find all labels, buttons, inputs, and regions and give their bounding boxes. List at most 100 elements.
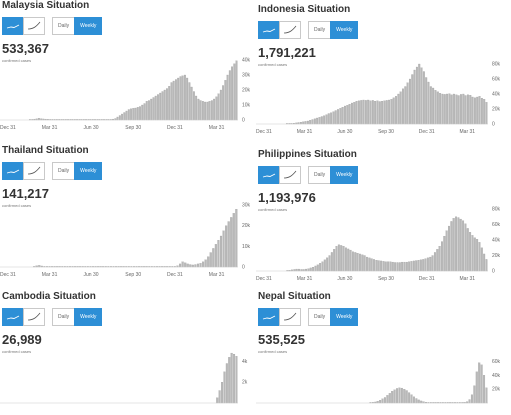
chart-bar[interactable] [383, 100, 386, 125]
chart-bar[interactable] [386, 395, 389, 404]
chart-bar[interactable] [450, 94, 453, 125]
chart-bar[interactable] [154, 95, 157, 121]
chart-bar[interactable] [304, 121, 307, 125]
chart-bar[interactable] [387, 261, 390, 272]
chart-bar[interactable] [377, 260, 380, 272]
chart-bar[interactable] [388, 393, 391, 404]
chart-bar[interactable] [371, 100, 374, 125]
weekly-button[interactable]: Weekly [74, 17, 103, 35]
chart-bar[interactable] [368, 257, 371, 272]
chart-bar[interactable] [455, 216, 458, 272]
chart-bar[interactable] [206, 101, 209, 121]
chart-bar[interactable] [392, 97, 395, 125]
daily-button[interactable]: Daily [52, 162, 76, 180]
chart-bar[interactable] [302, 121, 305, 125]
chart-bar[interactable] [373, 259, 375, 272]
chart-bar[interactable] [464, 95, 467, 125]
chart-bar[interactable] [210, 100, 213, 121]
chart-bar[interactable] [213, 98, 216, 121]
chart-bar[interactable] [337, 244, 340, 272]
chart-bar[interactable] [143, 103, 146, 121]
chart-bar[interactable] [450, 221, 453, 272]
chart-bar[interactable] [478, 242, 481, 272]
chart-bar[interactable] [408, 78, 411, 125]
chart-bar[interactable] [327, 113, 330, 125]
chart-bar[interactable] [471, 96, 474, 125]
chart-bar[interactable] [181, 261, 184, 268]
chart-bar[interactable] [235, 60, 238, 121]
chart-bar[interactable] [361, 254, 364, 272]
chart-bar[interactable] [457, 95, 460, 125]
chart-bar[interactable] [233, 353, 236, 404]
chart-bar[interactable] [186, 263, 189, 268]
chart-bar[interactable] [434, 90, 437, 125]
chart-bar[interactable] [412, 260, 415, 272]
chart-bar[interactable] [469, 95, 472, 125]
chart-bar[interactable] [337, 109, 339, 125]
chart-bar[interactable] [136, 107, 139, 121]
chart-bar[interactable] [403, 389, 406, 404]
chart-bar[interactable] [398, 387, 401, 404]
chart-bar[interactable] [148, 100, 150, 121]
chart-bar[interactable] [215, 96, 218, 121]
chart-bar[interactable] [485, 387, 488, 404]
chart-bar[interactable] [395, 96, 397, 125]
chart-bar[interactable] [125, 110, 128, 121]
chart-bar[interactable] [199, 263, 202, 268]
chart-bar[interactable] [360, 100, 363, 125]
chart-bar[interactable] [307, 268, 310, 272]
chart-bar[interactable] [204, 259, 207, 268]
chart-bar[interactable] [116, 116, 119, 121]
chart-bar[interactable] [230, 352, 233, 404]
chart-bar[interactable] [188, 82, 191, 121]
chart-bar[interactable] [403, 261, 406, 272]
weekly-button[interactable]: Weekly [74, 162, 103, 180]
linear-scale-button[interactable] [258, 166, 280, 184]
chart-bar[interactable] [227, 221, 230, 268]
chart-bar[interactable] [313, 118, 316, 125]
chart-bar[interactable] [118, 115, 121, 121]
chart-bar[interactable] [179, 76, 182, 121]
chart-bar[interactable] [226, 74, 229, 121]
chart-bar[interactable] [417, 260, 420, 272]
chart-bar[interactable] [330, 112, 333, 125]
chart-bar[interactable] [235, 356, 238, 404]
chart-bar[interactable] [400, 387, 403, 404]
chart-bar[interactable] [216, 397, 219, 404]
chart-bar[interactable] [314, 265, 317, 272]
chart-bar[interactable] [485, 259, 488, 272]
chart-bar[interactable] [326, 257, 329, 272]
daily-button[interactable]: Daily [52, 17, 76, 35]
chart-bar[interactable] [473, 385, 476, 404]
chart-bar[interactable] [468, 399, 471, 404]
chart-bar[interactable] [325, 114, 328, 125]
chart-bar[interactable] [438, 246, 441, 272]
chart-bar[interactable] [376, 100, 379, 125]
log-scale-button[interactable] [279, 21, 301, 39]
chart-bar[interactable] [405, 261, 408, 272]
chart-bar[interactable] [375, 260, 378, 272]
chart-bar[interactable] [130, 108, 132, 121]
chart-bar[interactable] [199, 100, 202, 121]
chart-bar[interactable] [356, 253, 359, 272]
chart-bar[interactable] [228, 70, 231, 121]
chart-bar[interactable] [466, 228, 469, 272]
chart-bar[interactable] [168, 86, 171, 121]
chart-bar[interactable] [469, 232, 472, 272]
chart-bar[interactable] [420, 400, 423, 404]
chart-bar[interactable] [391, 261, 394, 272]
weekly-button[interactable]: Weekly [74, 308, 103, 326]
chart-bar[interactable] [161, 91, 164, 121]
chart-bar[interactable] [404, 86, 407, 125]
chart-bar[interactable] [38, 118, 40, 121]
chart-bar[interactable] [452, 218, 455, 272]
chart-bar[interactable] [339, 108, 342, 125]
chart-bar[interactable] [321, 261, 324, 272]
linear-scale-button[interactable] [258, 21, 280, 39]
chart-bar[interactable] [410, 394, 413, 404]
daily-button[interactable]: Daily [308, 308, 332, 326]
chart-bar[interactable] [233, 63, 236, 121]
chart-bar[interactable] [396, 262, 399, 272]
chart-bar[interactable] [436, 91, 439, 125]
chart-bar[interactable] [483, 253, 486, 272]
